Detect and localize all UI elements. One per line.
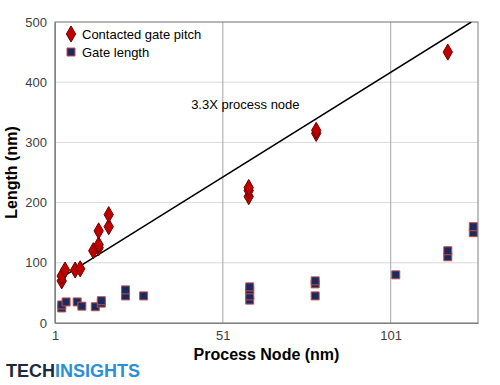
legend-label: Gate length <box>82 45 149 60</box>
y-tick: 100 <box>25 255 55 270</box>
logo-part: TECH <box>6 361 55 381</box>
y-grid-line <box>55 82 478 83</box>
annotation: 3.3X process node <box>191 97 299 112</box>
grid <box>55 22 478 323</box>
point-diamond <box>60 262 69 278</box>
chart-svg: 1 51 101 0 100 200 300 400 500 Contacted gate pit… <box>0 0 500 385</box>
point-diamond <box>104 207 113 223</box>
y-grid-line <box>55 262 478 263</box>
point-diamond <box>312 122 321 138</box>
legend-symbol <box>66 26 75 42</box>
point-square <box>444 247 452 255</box>
legend-label: Contacted gate pitch <box>82 27 201 42</box>
chart-container: 1 51 101 0 100 200 300 400 500 Contacted gate pit… <box>0 0 500 385</box>
point-diamond <box>244 179 253 195</box>
y-axis-title: Length (nm) <box>3 126 20 218</box>
y-tick-label: 100 <box>25 255 47 270</box>
point-square <box>311 277 319 285</box>
y-tick-label: 500 <box>25 15 47 30</box>
point-diamond <box>76 261 85 277</box>
y-grid-line <box>55 202 478 203</box>
x-axis: 1 51 101 <box>52 323 479 343</box>
point-square <box>246 283 254 291</box>
y-tick: 300 <box>25 135 55 150</box>
x-tick-label: 101 <box>380 328 402 343</box>
marks <box>57 22 477 312</box>
point-square <box>311 292 319 300</box>
plot-area: 1 51 101 0 100 200 300 400 500 Contacted gate pit… <box>25 15 478 344</box>
x-tick-label: 51 <box>216 328 230 343</box>
y-tick: 0 <box>40 316 55 331</box>
legend: Contacted gate pitch Gate length <box>66 26 201 60</box>
x-axis-title: Process Node (nm) <box>194 346 340 363</box>
y-tick: 500 <box>25 15 55 30</box>
y-axis-line <box>55 23 56 324</box>
legend-entry: Gate length <box>67 45 149 60</box>
y-tick-label: 200 <box>25 195 47 210</box>
x-tick-label: 1 <box>52 328 59 343</box>
y-tick-label: 300 <box>25 135 47 150</box>
legend-symbol <box>67 48 75 56</box>
logo: TECHINSIGHTS <box>6 361 140 381</box>
point-square <box>122 286 130 294</box>
y-tick: 400 <box>25 75 55 90</box>
x-tick: 51 <box>216 323 230 343</box>
point-diamond <box>443 44 452 60</box>
point-square <box>469 223 477 231</box>
point-square <box>392 271 400 279</box>
legend-entry: Contacted gate pitch <box>66 26 201 42</box>
point-square <box>140 292 148 300</box>
point-square <box>78 302 86 310</box>
point-diamond <box>94 223 103 239</box>
x-axis-line <box>56 323 479 324</box>
y-tick: 200 <box>25 195 55 210</box>
point-square <box>62 298 70 306</box>
plot-frame <box>55 22 478 323</box>
point-square <box>97 297 105 305</box>
logo-part: INSIGHTS <box>55 361 140 381</box>
x-tick: 1 <box>52 323 59 343</box>
y-tick-label: 400 <box>25 75 47 90</box>
y-axis: 0 100 200 300 400 500 <box>25 15 55 331</box>
x-grid-line <box>222 22 223 323</box>
x-tick: 101 <box>380 323 402 343</box>
y-tick-label: 0 <box>40 316 47 331</box>
y-grid-line <box>55 142 478 143</box>
trend-line <box>58 22 471 280</box>
x-grid-line <box>390 22 391 323</box>
